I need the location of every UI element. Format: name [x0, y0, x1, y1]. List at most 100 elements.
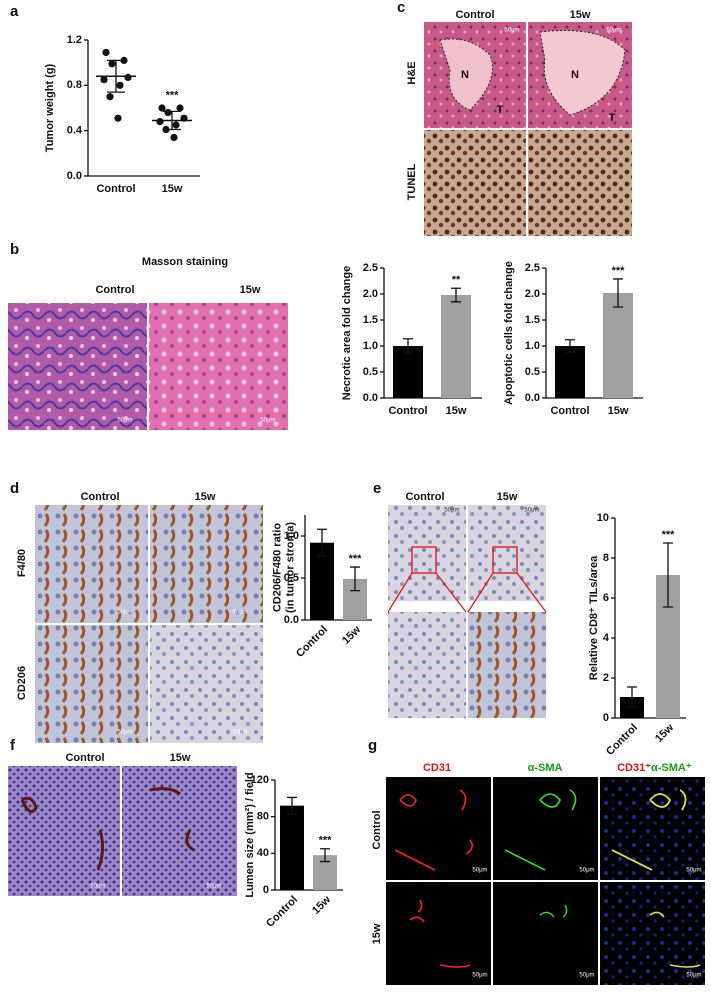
error-bar	[565, 339, 575, 353]
data-point	[106, 93, 114, 101]
y-tick-label: 0.0	[284, 614, 299, 626]
y-tick-label: 40	[257, 847, 269, 859]
y-tick-label: 2	[603, 672, 609, 684]
scale-label: 50μm	[579, 868, 594, 874]
vessel	[539, 904, 568, 918]
panel-letter: e	[373, 480, 381, 497]
scale-label: 50μm	[206, 884, 221, 890]
panel-letter: d	[10, 480, 19, 497]
bar	[393, 346, 423, 398]
y-axis-label: Apoptotic cells fold change	[503, 261, 515, 405]
y-axis-label: Tumor weight (g)	[44, 63, 56, 152]
x-tick-label: Control	[550, 405, 589, 417]
x-tick-label: Control	[388, 405, 427, 417]
column-label: 15w	[570, 9, 591, 21]
row-label: F4/80	[16, 549, 28, 577]
column-label: CD31	[423, 762, 451, 774]
panel-letter: f	[10, 737, 16, 754]
x-tick-label: Control	[96, 183, 135, 195]
column-label: CD31⁺	[617, 762, 651, 774]
scale-label: 50μm	[606, 28, 621, 34]
column-label: Control	[405, 491, 444, 503]
scale-label: 50μm	[524, 508, 539, 514]
y-tick-label: 2.0	[363, 288, 378, 300]
error-bar	[350, 566, 360, 592]
row-label: 15w	[371, 923, 383, 944]
data-point	[100, 76, 108, 84]
y-axis-label: Lumen size (mm²) / field	[244, 772, 256, 897]
y-tick-label: 1.2	[67, 34, 82, 46]
y-tick-label: 1.0	[525, 340, 540, 352]
y-tick-label: 80	[257, 811, 269, 823]
y-tick-label: 2.5	[363, 262, 378, 274]
micrograph	[35, 505, 148, 623]
bar	[280, 805, 304, 890]
scale-label: 50μm	[117, 730, 132, 736]
y-axis-label: Necrotic area fold change	[341, 266, 353, 401]
y-tick-label: 2.5	[525, 262, 540, 274]
y-tick-label: 0.4	[67, 125, 83, 137]
x-tick-label: 15w	[653, 721, 677, 745]
micrograph	[528, 130, 632, 236]
micrograph	[424, 130, 526, 236]
data-point	[164, 108, 172, 117]
y-tick-label: 0.5	[284, 572, 299, 584]
error-bar	[317, 528, 327, 557]
error-bar	[163, 110, 181, 131]
column-label: 15w	[170, 752, 191, 764]
y-tick-label: 0	[603, 712, 609, 724]
scale-label: 50μm	[579, 973, 594, 979]
micrograph	[150, 625, 263, 743]
micrograph	[600, 777, 705, 880]
data-point	[158, 104, 166, 112]
micrograph	[386, 777, 491, 880]
bar	[603, 292, 633, 398]
vessel	[20, 787, 195, 871]
micrograph	[600, 882, 705, 985]
scale-label: 50μm	[686, 973, 701, 979]
zoom-box	[411, 546, 437, 574]
panel-letter: a	[10, 3, 19, 20]
y-axis-label: (in tumor stroma)	[284, 522, 296, 613]
y-tick-label: 1.0	[284, 530, 299, 542]
panel-letter: g	[368, 737, 377, 754]
micrograph	[388, 505, 466, 601]
annotation: ***	[612, 265, 626, 277]
error-bar	[107, 59, 125, 93]
scale-label: 50μm	[686, 868, 701, 874]
x-tick-label: Control	[604, 722, 640, 758]
y-tick-label: 10	[597, 512, 609, 524]
y-tick-label: 2.0	[525, 288, 540, 300]
data-point	[114, 114, 122, 122]
x-tick-label: 15w	[446, 405, 467, 417]
zoom-box	[492, 546, 518, 574]
y-tick-label: 0.8	[67, 79, 82, 91]
x-tick-label: Control	[264, 894, 300, 930]
column-label: Control	[65, 752, 104, 764]
panel-letter: c	[397, 0, 405, 16]
scale-label: 50μm	[444, 508, 459, 514]
y-tick-label: 1.5	[525, 314, 540, 326]
micrograph	[122, 766, 237, 896]
error-bar	[403, 338, 413, 354]
y-tick-label: 0.0	[363, 392, 378, 404]
annotation: ***	[349, 553, 363, 565]
necrotic-region	[539, 29, 626, 116]
scale-label: 50μm	[504, 28, 519, 34]
region-label: N	[461, 69, 469, 81]
panel-letter: b	[10, 241, 19, 258]
x-tick-label: 15w	[340, 623, 364, 647]
annotation: ***	[166, 89, 180, 101]
column-label: 15w	[240, 284, 261, 296]
vessel	[394, 789, 474, 871]
column-label: Control	[95, 284, 134, 296]
y-tick-label: 0.5	[525, 366, 540, 378]
y-tick-label: 1.5	[363, 314, 378, 326]
bar	[441, 295, 471, 398]
data-point	[108, 60, 116, 68]
micrograph	[386, 882, 491, 985]
y-tick-label: 0.5	[363, 366, 378, 378]
data-point	[124, 73, 132, 81]
micrograph	[468, 505, 546, 601]
